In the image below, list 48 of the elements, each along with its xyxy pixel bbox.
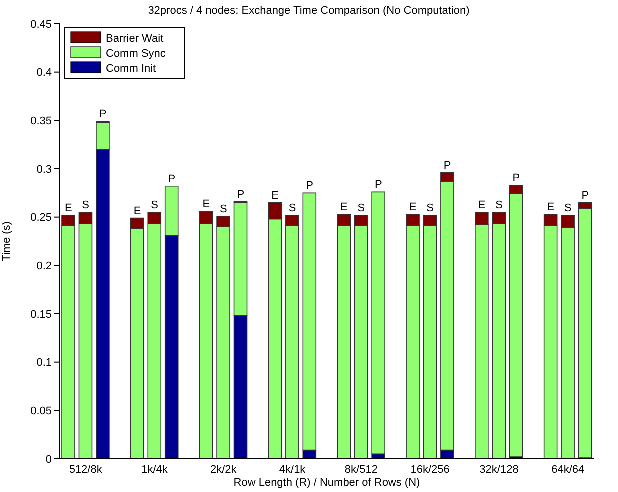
chart-title: 32procs / 4 nodes: Exchange Time Comparison (No Computation): [148, 5, 470, 17]
text: 4k/1k: [279, 464, 306, 476]
y-tick-label: 0.45: [30, 18, 52, 31]
x-tick-label: E: [409, 201, 417, 214]
y-tick-label: 0.4: [36, 67, 52, 80]
y-tick-label: 0.2: [36, 260, 52, 273]
x-tick-label: S: [496, 200, 503, 212]
y-tick-label: 0.3: [36, 164, 52, 176]
x-tick-label: E: [340, 201, 348, 214]
x-axis-title: Row Length (R) / Number of Rows (N): [234, 477, 420, 489]
y-tick-label: 0.25: [30, 212, 52, 224]
text: 8k/512: [344, 464, 378, 476]
x-tick-label: P: [444, 160, 452, 172]
text: 1k/4k: [142, 464, 168, 476]
x-tick-label: S: [564, 202, 572, 214]
x-tick-label: P: [168, 173, 176, 186]
x-tick-label: P: [99, 108, 107, 121]
x-tick-label: E: [272, 190, 279, 202]
y-tick-label: 0.35: [30, 116, 52, 128]
text: 2k/2k: [210, 464, 238, 476]
x-tick-label: E: [202, 198, 210, 211]
y-tick-label: 0.05: [30, 406, 52, 418]
legend-label: Barrier Wait: [106, 33, 164, 45]
x-tick-label: S: [82, 200, 90, 212]
x-tick-label: S: [151, 200, 158, 212]
y-tick-label: 0.15: [30, 308, 52, 321]
text: 64k/64: [552, 464, 585, 476]
legend-label: Comm Init: [106, 63, 156, 75]
y-axis-title: Time (s): [0, 222, 13, 262]
x-tick-label: P: [512, 172, 520, 184]
x-tick-label: P: [582, 190, 590, 202]
x-tick-label: S: [358, 202, 366, 214]
y-tick-label: 0.1: [36, 357, 52, 370]
x-tick-label: P: [237, 188, 245, 201]
text: 512/8k: [69, 464, 103, 476]
x-tick-label: E: [64, 202, 72, 214]
x-tick-label: S: [220, 203, 228, 216]
y-tick-label: 0: [46, 454, 52, 466]
x-tick-label: S: [288, 202, 296, 214]
x-tick-label: E: [134, 205, 142, 218]
text: 32k/128: [480, 464, 519, 476]
legend-label: Comm Sync: [106, 48, 166, 60]
x-tick-label: S: [426, 202, 434, 214]
x-tick-label: E: [478, 200, 486, 212]
x-tick-label: E: [547, 201, 555, 214]
x-tick-label: P: [306, 180, 314, 192]
x-tick-label: P: [375, 179, 382, 192]
text: 16k/256: [410, 464, 450, 476]
